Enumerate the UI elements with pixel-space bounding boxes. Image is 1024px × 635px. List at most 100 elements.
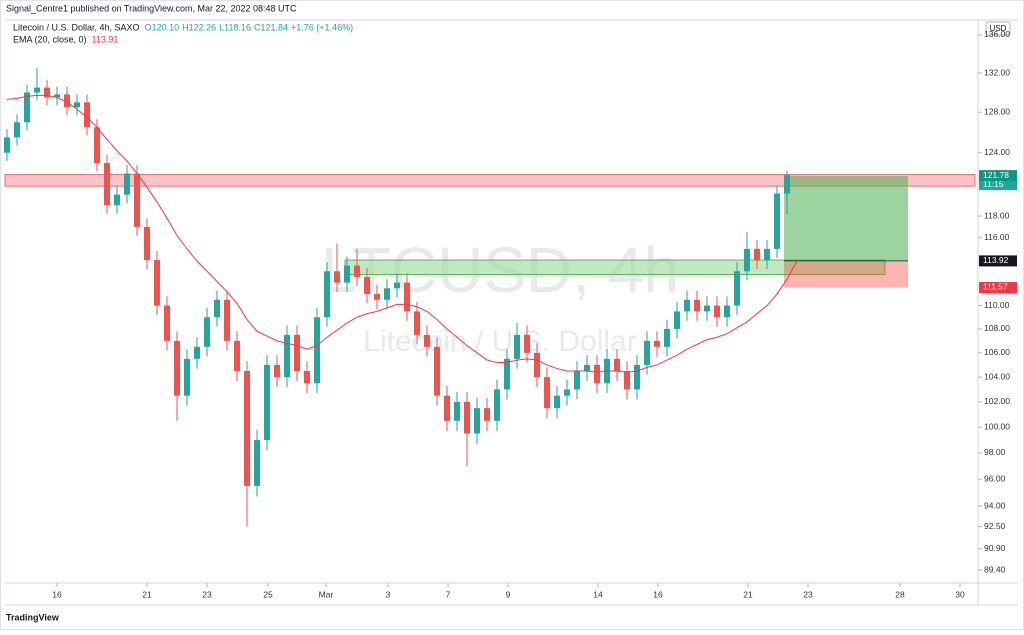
candle-body — [44, 87, 50, 98]
y-tick-label: 96.00 — [984, 473, 1006, 483]
x-tick-label: Mar — [319, 589, 334, 599]
candle-body — [614, 358, 620, 372]
x-tick-label: 9 — [506, 589, 511, 599]
candle-body — [4, 137, 10, 153]
x-tick-label: 16 — [52, 589, 62, 599]
legend-ohlc: L118.16 — [219, 22, 251, 32]
position-stop — [784, 260, 908, 288]
candle-body — [224, 299, 230, 341]
x-tick-label: 14 — [593, 589, 603, 599]
candle-body — [234, 340, 240, 372]
price-label-box — [979, 255, 1017, 267]
currency-box[interactable] — [985, 21, 1011, 36]
candle-body — [664, 328, 670, 347]
y-tick-label: 90.90 — [984, 543, 1006, 553]
x-tick-label: 7 — [446, 589, 451, 599]
x-tick-label: 30 — [955, 589, 965, 599]
y-tick-label: 92.50 — [984, 521, 1006, 531]
candle-body — [584, 364, 590, 372]
candle-body — [54, 94, 60, 98]
candle-body — [324, 271, 330, 318]
candle-body — [244, 371, 250, 486]
candle-body — [134, 173, 140, 227]
y-tick-label: 98.00 — [984, 447, 1006, 457]
legend-ema: EMA (20, close, 0) — [13, 34, 87, 44]
price-label-box — [979, 281, 1017, 293]
candle-body — [274, 364, 280, 378]
y-tick-label: 104.00 — [984, 371, 1010, 381]
candle-body — [694, 299, 700, 312]
candle-body — [334, 271, 340, 283]
legend-ema-value: 113.91 — [92, 34, 119, 44]
candle-body — [724, 305, 730, 318]
candle-body — [154, 260, 160, 306]
candle-body — [484, 408, 490, 421]
candle-body — [624, 371, 630, 390]
candle-body — [564, 389, 570, 396]
candle-body — [574, 371, 580, 390]
x-tick-label: 16 — [653, 589, 663, 599]
candle-body — [654, 340, 660, 347]
candle-body — [104, 163, 110, 206]
candle-body — [504, 358, 510, 390]
candle-body — [194, 346, 200, 359]
y-tick-label: 118.00 — [984, 210, 1010, 220]
candle-body — [214, 299, 220, 318]
y-tick-label: 100.00 — [984, 421, 1010, 431]
candle-body — [454, 401, 460, 421]
candle-body — [554, 395, 560, 409]
candle-body — [344, 265, 350, 283]
candle-body — [534, 352, 540, 378]
candle-body — [354, 265, 360, 277]
candle-body — [744, 248, 750, 272]
candle-body — [174, 340, 180, 396]
candle-body — [524, 334, 530, 353]
candle-body — [374, 294, 380, 300]
y-tick-label: 132.00 — [984, 67, 1010, 77]
price-label: 121.78 — [983, 170, 1009, 180]
y-tick-label: 110.00 — [984, 300, 1010, 310]
y-tick-label: 89.40 — [984, 564, 1006, 574]
footer-brand: TradingView — [6, 612, 60, 622]
x-tick-label: 23 — [202, 589, 212, 599]
candle-body — [434, 346, 440, 396]
candle-body — [294, 334, 300, 372]
candle-body — [144, 226, 150, 261]
candle-body — [114, 194, 120, 206]
ema-line — [6, 94, 798, 373]
candle-body — [594, 364, 600, 384]
candle-body — [414, 311, 420, 335]
currency[interactable]: USD — [990, 24, 1007, 33]
candle-body — [684, 299, 690, 312]
candle-body — [204, 317, 210, 347]
candle-body — [364, 276, 370, 295]
candle-body — [544, 377, 550, 409]
price-label-box — [979, 170, 1017, 182]
legend-ohlc: O120.10 — [145, 22, 180, 32]
legend-ohlc: H122.26 — [182, 22, 216, 32]
published: Signal_Centre1 published on TradingView.… — [6, 3, 297, 13]
candle-body — [674, 311, 680, 329]
legend-ohlc: C121.84 — [254, 22, 288, 32]
price-label: 113.92 — [983, 255, 1009, 265]
candle-body — [404, 282, 410, 312]
candle-body — [84, 102, 90, 128]
y-tick-label: 124.00 — [984, 147, 1010, 157]
y-tick-label: 94.00 — [984, 500, 1006, 510]
candle-body — [764, 248, 770, 261]
candle-body — [264, 364, 270, 440]
price-label: 111.57 — [983, 282, 1008, 292]
candle-body — [464, 401, 470, 434]
x-tick-label: 25 — [263, 589, 273, 599]
candle-body — [784, 175, 790, 194]
candle-body — [474, 408, 480, 434]
candle-body — [714, 305, 720, 318]
candle-body — [644, 340, 650, 365]
candle-body — [254, 439, 260, 486]
candle-body — [704, 305, 710, 312]
y-tick-label: 108.00 — [984, 323, 1010, 333]
y-tick-label: 128.00 — [984, 107, 1010, 117]
watermark-name: Litecoin / U.S. Dollar — [363, 325, 636, 358]
